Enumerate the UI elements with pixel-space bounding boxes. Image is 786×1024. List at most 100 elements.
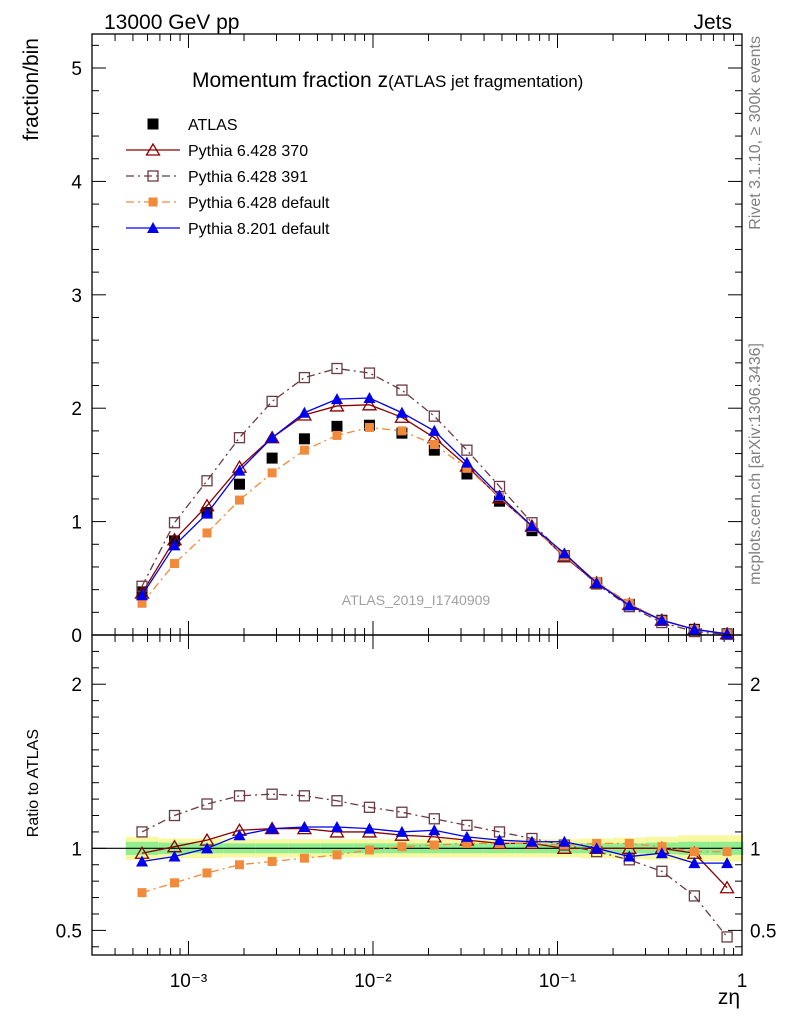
data-point-pythia-6-428-391 xyxy=(298,371,311,384)
ratio-point-pythia-6-428-391 xyxy=(688,890,701,902)
data-point-pythia-6-428-391 xyxy=(396,384,408,396)
legend-label-pythia-8-201-default: Pythia 8.201 default xyxy=(188,221,330,238)
legend-label-pythia-6-428-391: Pythia 6.428 391 xyxy=(188,169,308,186)
data-point-pythia-6-428-default xyxy=(267,468,277,478)
data-point-pythia-6-428-391 xyxy=(461,444,473,456)
ratio-point-pythia-6-428-default xyxy=(267,856,277,866)
data-point-atlas xyxy=(266,452,278,464)
data-point-pythia-6-428-default xyxy=(170,559,180,569)
legend-marker-pythia-6-428-370 xyxy=(145,142,161,156)
data-point-pythia-6-428-391 xyxy=(266,395,278,408)
data-point-pythia-6-428-default xyxy=(299,445,309,455)
ratio-point-pythia-8-201-default xyxy=(266,822,279,834)
ratio-point-pythia-6-428-391 xyxy=(201,798,213,810)
ratio-point-pythia-8-201-default xyxy=(233,829,246,841)
data-point-atlas xyxy=(298,433,310,445)
ratio-point-pythia-8-201-default xyxy=(623,850,636,862)
x-axis-label: zη xyxy=(718,986,740,1009)
ratio-y-tick-label-left: 0.5 xyxy=(56,921,82,942)
x-tick-label: 10⁻³ xyxy=(170,971,208,992)
ratio-panel: 10⁻³ 10⁻² 10⁻¹ 1 0.5 0.5 1 1 2 2 xyxy=(56,634,776,992)
main-y-label: fraction/bin xyxy=(20,38,43,141)
data-point-pythia-8-201-default xyxy=(330,393,343,405)
data-point-pythia-6-428-default xyxy=(364,422,374,432)
data-point-pythia-8-201-default xyxy=(688,623,701,635)
ratio-y-tick-label-right: 1 xyxy=(750,839,761,860)
chart-title-suffix: (ATLAS jet fragmentation) xyxy=(388,72,583,91)
data-point-pythia-6-428-391 xyxy=(428,410,440,422)
ratio-y-tick-label-right: 0.5 xyxy=(750,921,776,942)
legend-marker-atlas xyxy=(147,118,159,130)
ratio-y-tick-label-left: 1 xyxy=(71,839,82,860)
data-point-pythia-8-201-default xyxy=(460,456,473,468)
data-point-pythia-8-201-default xyxy=(623,599,636,611)
ratio-point-pythia-6-428-391 xyxy=(331,795,343,807)
ratio-point-pythia-8-201-default xyxy=(493,834,506,846)
ratio-point-pythia-6-428-391 xyxy=(656,865,668,877)
y-tick-label: 4 xyxy=(71,172,82,193)
ratio-point-pythia-6-428-default xyxy=(657,842,667,852)
x-tick-label: 10⁻¹ xyxy=(539,971,577,992)
x-tick-label: 10⁻² xyxy=(354,971,392,992)
main-panel: 0 1 2 3 4 5 xyxy=(71,33,743,955)
data-point-pythia-6-428-391 xyxy=(201,475,213,487)
ratio-point-pythia-6-428-default xyxy=(364,845,374,855)
data-point-pythia-6-428-391 xyxy=(233,432,246,444)
ratio-point-pythia-8-201-default xyxy=(168,850,181,862)
ratio-point-pythia-6-428-391 xyxy=(168,809,181,822)
data-point-pythia-6-428-default xyxy=(462,463,472,473)
ratio-point-pythia-6-428-default xyxy=(722,847,732,857)
y-tick-label: 0 xyxy=(71,626,82,647)
ratio-point-pythia-8-201-default xyxy=(395,825,408,837)
ratio-y-tick-label-left: 2 xyxy=(71,675,82,696)
ratio-point-pythia-8-201-default xyxy=(200,842,213,854)
data-point-pythia-8-201-default xyxy=(200,507,213,519)
ratio-point-pythia-8-201-default xyxy=(525,835,538,847)
data-point-atlas xyxy=(461,468,473,480)
ratio-y-tick-label-right: 2 xyxy=(750,675,761,696)
data-point-pythia-8-201-default xyxy=(493,489,506,501)
ratio-point-pythia-6-428-default xyxy=(202,868,212,878)
ratio-point-pythia-8-201-default xyxy=(558,835,571,847)
x-tick-label: 1 xyxy=(737,971,748,992)
ratio-point-pythia-6-428-default xyxy=(170,878,180,888)
ratio-point-pythia-6-428-default xyxy=(462,838,472,848)
header-right: Jets xyxy=(693,11,732,34)
watermark: ATLAS_2019_I1740909 xyxy=(342,592,491,608)
y-tick-label: 2 xyxy=(71,399,82,420)
legend-label-pythia-6-428-default: Pythia 6.428 default xyxy=(188,195,330,212)
data-point-pythia-6-428-default xyxy=(137,598,147,608)
ratio-point-pythia-8-201-default xyxy=(460,830,473,842)
data-point-pythia-8-201-default xyxy=(395,406,408,418)
ratio-point-pythia-6-428-391 xyxy=(233,790,246,802)
data-point-pythia-6-428-default xyxy=(234,495,244,505)
data-point-pythia-6-428-default xyxy=(397,426,407,436)
data-point-atlas xyxy=(494,495,506,507)
ratio-point-pythia-6-428-default xyxy=(624,838,634,848)
ratio-line-pythia-6-428-391 xyxy=(141,793,728,938)
ratio-frame xyxy=(91,634,743,956)
data-point-pythia-8-201-default xyxy=(558,547,571,559)
mcplots-label: mcplots.cern.ch [arXiv:1306.3436] xyxy=(747,343,764,585)
ratio-point-pythia-6-428-391 xyxy=(136,826,148,838)
data-point-pythia-8-201-default xyxy=(590,576,603,588)
data-point-pythia-6-428-391 xyxy=(168,517,181,529)
ratio-point-pythia-6-428-391 xyxy=(721,931,733,943)
ratio-point-pythia-8-201-default xyxy=(590,842,603,854)
chart-title-main: Momentum fraction z xyxy=(192,69,388,92)
data-point-atlas xyxy=(233,478,245,490)
data-point-pythia-8-201-default xyxy=(266,431,279,443)
data-point-pythia-8-201-default xyxy=(136,589,149,601)
ratio-y-label: Ratio to ATLAS xyxy=(25,729,42,837)
data-point-pythia-8-201-default xyxy=(721,627,734,639)
ratio-point-pythia-6-428-default xyxy=(137,888,147,898)
ratio-point-pythia-6-428-default xyxy=(234,860,244,870)
y-tick-label: 1 xyxy=(71,513,82,534)
ratio-point-pythia-6-428-default xyxy=(397,842,407,852)
data-point-pythia-8-201-default xyxy=(655,614,668,626)
legend: ATLAS Pythia 6.428 370 Pythia 6.428 391 Pyt… xyxy=(126,117,330,238)
ratio-point-pythia-6-428-391 xyxy=(461,819,473,832)
ratio-point-pythia-8-201-default xyxy=(688,857,701,869)
data-point-pythia-6-428-391 xyxy=(331,362,343,375)
